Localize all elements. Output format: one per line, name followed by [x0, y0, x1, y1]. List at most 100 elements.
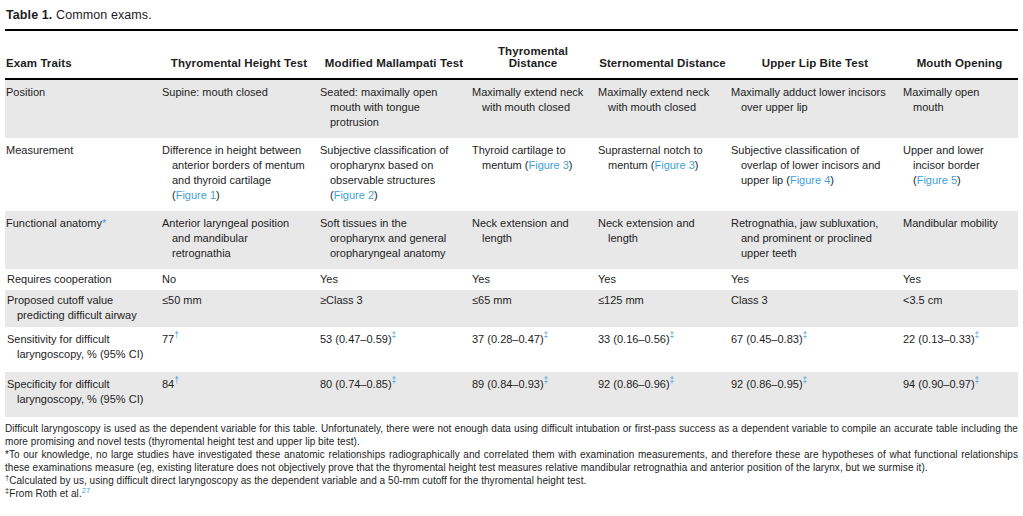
ddagger-footnote-link[interactable]: ‡ — [392, 330, 397, 340]
table-cell: Supine: mouth closed — [160, 79, 318, 138]
table-cell: ≤50 mm — [160, 290, 318, 327]
cell-value: 94 (0.90–0.97) — [903, 378, 975, 390]
table-cell: Yes — [596, 269, 729, 290]
cell-text: ) — [374, 189, 378, 201]
header-row: Exam Traits Thyromental Height Test Modi… — [5, 31, 1018, 79]
row-label-text: Functional anatomy — [6, 217, 102, 229]
table-cell: 94 (0.90–0.97)‡ — [901, 372, 1018, 417]
table-cell: Neck extension and length — [470, 211, 596, 269]
table-cell: Maximally extend neck with mouth closed — [470, 79, 596, 138]
table-row-requires-cooperation: Requires cooperation No Yes Yes Yes Yes … — [5, 269, 1018, 290]
figure-2-link[interactable]: Figure 2 — [334, 189, 374, 201]
row-label-specificity: Specificity for difficult laryngoscopy, … — [5, 372, 160, 417]
table-cell: Yes — [318, 269, 470, 290]
table-cell: 80 (0.74–0.85)‡ — [318, 372, 470, 417]
reference-27-link[interactable]: 27 — [82, 486, 90, 495]
row-label-functional-anatomy: Functional anatomy* — [5, 211, 160, 269]
table-row-position: Position Supine: mouth closed Seated: ma… — [5, 79, 1018, 138]
row-label-requires-cooperation: Requires cooperation — [5, 269, 160, 290]
cell-value: 33 (0.16–0.56) — [598, 333, 670, 345]
ddagger-footnote-link[interactable]: ‡ — [975, 330, 980, 340]
table-row-specificity: Specificity for difficult laryngoscopy, … — [5, 372, 1018, 417]
ddagger-footnote-link[interactable]: ‡ — [544, 375, 549, 385]
column-header-thyromental-distance: Thyromental Distance — [470, 31, 596, 79]
ddagger-footnote-link[interactable]: ‡ — [392, 375, 397, 385]
table-cell: Seated: maximally open mouth with tongue… — [318, 79, 470, 138]
paper-table-page: Table 1. Common exams. Exam Traits Thyro… — [0, 0, 1023, 500]
table-cell: 77† — [160, 327, 318, 372]
figure-4-link[interactable]: Figure 4 — [790, 174, 830, 186]
table-cell: Subjective classification of overlap of … — [729, 138, 901, 211]
footnote-dagger: †Calculated by us, using difficult direc… — [5, 474, 1018, 487]
dagger-footnote-link[interactable]: † — [174, 330, 179, 340]
cell-value: 77 — [162, 333, 174, 345]
ddagger-footnote-link[interactable]: ‡ — [670, 375, 675, 385]
table-cell: 92 (0.86–0.96)‡ — [596, 372, 729, 417]
row-label-position: Position — [5, 79, 160, 138]
cell-value: 92 (0.86–0.96) — [598, 378, 670, 390]
cell-text: ) — [216, 189, 220, 201]
table-cell: 92 (0.86–0.95)‡ — [729, 372, 901, 417]
ddagger-footnote-link[interactable]: ‡ — [803, 375, 808, 385]
table-row-proposed-cutoff: Proposed cutoff value predicting difficu… — [5, 290, 1018, 327]
table-cell: Suprasternal notch to mentum (Figure 3) — [596, 138, 729, 211]
table-cell: 89 (0.84–0.93)‡ — [470, 372, 596, 417]
ddagger-footnote-link[interactable]: ‡ — [544, 330, 549, 340]
table-cell: ≤125 mm — [596, 290, 729, 327]
cell-text: ) — [569, 159, 573, 171]
cell-value: 53 (0.47–0.59) — [320, 333, 392, 345]
table-cell: 37 (0.28–0.47)‡ — [470, 327, 596, 372]
column-header-thyromental-height-test: Thyromental Height Test — [160, 31, 318, 79]
table-cell: Soft tissues in the oropharynx and gener… — [318, 211, 470, 269]
ddagger-footnote-link[interactable]: ‡ — [670, 330, 675, 340]
table-cell: Anterior laryngeal position and mandibul… — [160, 211, 318, 269]
cell-value: 67 (0.45–0.83) — [731, 333, 803, 345]
ddagger-footnote-link[interactable]: ‡ — [803, 330, 808, 340]
table-cell: No — [160, 269, 318, 290]
figure-1-link[interactable]: Figure 1 — [176, 189, 216, 201]
row-label-measurement: Measurement — [5, 138, 160, 211]
figure-3-link[interactable]: Figure 3 — [654, 159, 694, 171]
footnote-star: *To our knowledge, no large studies have… — [5, 448, 1018, 474]
table-title: Common exams. — [56, 8, 152, 22]
footnote-star-text: To our knowledge, no large studies have … — [5, 449, 1018, 473]
footnote-dagger-text: Calculated by us, using difficult direct… — [9, 475, 586, 486]
cell-text: ) — [957, 174, 961, 186]
table-cell: 67 (0.45–0.83)‡ — [729, 327, 901, 372]
ddagger-footnote-link[interactable]: ‡ — [975, 375, 980, 385]
cell-value: 37 (0.28–0.47) — [472, 333, 544, 345]
table-cell: Yes — [901, 269, 1018, 290]
table-cell: ≤65 mm — [470, 290, 596, 327]
table-cell: Neck extension and length — [596, 211, 729, 269]
table-cell: Maximally adduct lower incisors over upp… — [729, 79, 901, 138]
cell-text: ) — [830, 174, 834, 186]
figure-3-link[interactable]: Figure 3 — [528, 159, 568, 171]
cell-value: 22 (0.13–0.33) — [903, 333, 975, 345]
footnote-star-link[interactable]: * — [102, 217, 106, 229]
row-label-sensitivity: Sensitivity for difficult laryngoscopy, … — [5, 327, 160, 372]
column-header-mouth-opening: Mouth Opening — [901, 31, 1018, 79]
common-exams-table: Exam Traits Thyromental Height Test Modi… — [5, 31, 1018, 417]
table-row-functional-anatomy: Functional anatomy* Anterior laryngeal p… — [5, 211, 1018, 269]
table-cell: Difference in height between anterior bo… — [160, 138, 318, 211]
table-cell: Maximally extend neck with mouth closed — [596, 79, 729, 138]
table-row-measurement: Measurement Difference in height between… — [5, 138, 1018, 211]
table-cell: ≥Class 3 — [318, 290, 470, 327]
row-label-proposed-cutoff: Proposed cutoff value predicting difficu… — [5, 290, 160, 327]
footnote-ddagger: ‡From Roth et al.27 — [5, 487, 1018, 500]
table-footnotes: Difficult laryngoscopy is used as the de… — [5, 422, 1018, 500]
dagger-footnote-link[interactable]: † — [174, 375, 179, 385]
column-header-exam-traits: Exam Traits — [5, 31, 160, 79]
cell-value: 80 (0.74–0.85) — [320, 378, 392, 390]
table-cell: Mandibular mobility — [901, 211, 1018, 269]
table-cell: 53 (0.47–0.59)‡ — [318, 327, 470, 372]
figure-5-link[interactable]: Figure 5 — [917, 174, 957, 186]
table-cell: 33 (0.16–0.56)‡ — [596, 327, 729, 372]
table-cell: 84† — [160, 372, 318, 417]
table-cell: Yes — [470, 269, 596, 290]
table-cell: Maximally open mouth — [901, 79, 1018, 138]
table-cell: <3.5 cm — [901, 290, 1018, 327]
cell-value: 92 (0.86–0.95) — [731, 378, 803, 390]
table-cell: Thyroid cartilage to mentum (Figure 3) — [470, 138, 596, 211]
cell-value: 84 — [162, 378, 174, 390]
